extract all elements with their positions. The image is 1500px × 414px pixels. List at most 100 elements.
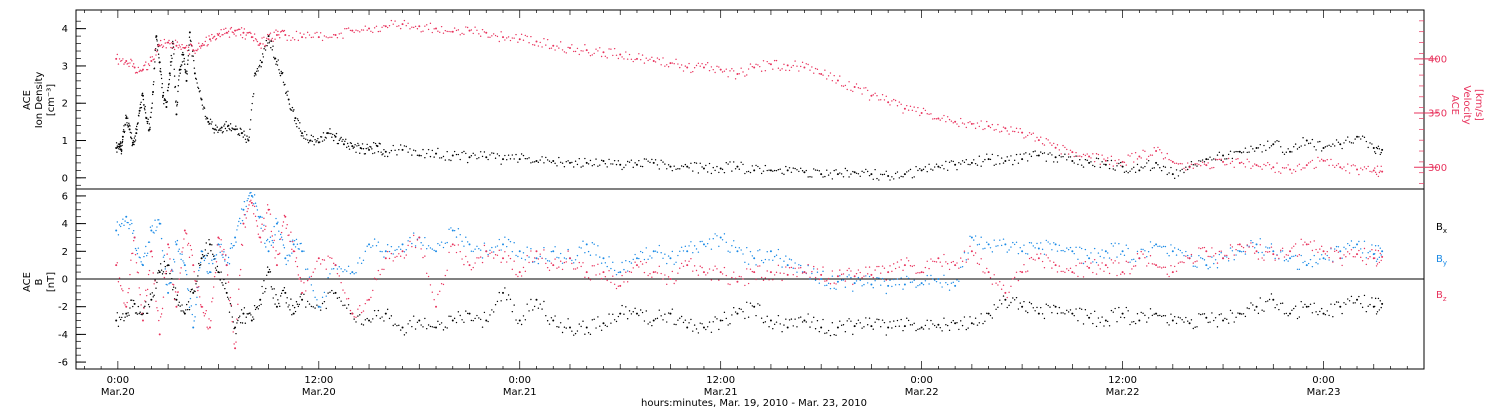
bottom-tick-label: 2 [62, 247, 68, 258]
bz-dot [266, 204, 269, 206]
by-dot [121, 222, 123, 225]
density-dot [129, 131, 132, 134]
density-dot [216, 126, 218, 128]
density-dot [392, 144, 394, 147]
bz-dot [1317, 251, 1319, 253]
by-point [259, 215, 262, 218]
velocity-dot [1309, 161, 1312, 163]
density-dot [150, 116, 152, 119]
bx-point [619, 312, 622, 315]
bz-point [887, 271, 890, 274]
density-dot [342, 138, 344, 141]
bx-dot [353, 318, 355, 320]
velocity-dot [316, 31, 318, 34]
density-point [125, 117, 128, 120]
velocity-dot [461, 32, 463, 35]
bx-dot [290, 298, 292, 300]
velocity-dot [1320, 158, 1323, 161]
x-tick-date-label: Mar.22 [1106, 387, 1140, 398]
by-dot [148, 241, 151, 243]
by-dot [1315, 261, 1317, 264]
velocity-dot [630, 58, 633, 61]
by-dot [907, 277, 910, 280]
bz-point [970, 250, 973, 253]
density-dot [647, 160, 649, 162]
density-dot [1209, 156, 1211, 158]
bx-dot [431, 326, 434, 328]
by-dot [978, 243, 981, 246]
by-point [1322, 257, 1325, 260]
by-dot [1220, 252, 1222, 254]
bz-dot [152, 272, 154, 274]
bz-dot [630, 271, 633, 274]
by-dot [442, 246, 445, 249]
density-dot [932, 169, 934, 171]
bx-dot [1324, 313, 1327, 316]
by-dot [699, 240, 701, 243]
bz-dot [613, 283, 616, 285]
by-point [786, 264, 789, 267]
density-dot [796, 169, 798, 171]
bz-dot [610, 281, 612, 284]
density-dot [1196, 165, 1198, 167]
by-dot [1229, 247, 1232, 249]
bx-dot [1283, 313, 1286, 315]
bz-dot [589, 279, 592, 281]
bx-dot [1240, 313, 1243, 315]
by-dot [621, 261, 623, 264]
bx-point [451, 319, 454, 322]
bz-dot [227, 281, 230, 283]
density-dot [374, 142, 377, 145]
by-dot [119, 225, 122, 228]
velocity-dot [1125, 164, 1128, 166]
bx-dot [236, 322, 238, 324]
density-dot [902, 176, 904, 178]
density-dot [526, 158, 528, 160]
density-dot [684, 163, 687, 166]
velocity-dot [654, 61, 657, 63]
density-dot [373, 152, 376, 154]
bz-dot [796, 275, 798, 278]
bx-dot [738, 307, 741, 310]
velocity-dot [172, 43, 175, 45]
density-dot [695, 162, 698, 164]
bz-dot [757, 265, 759, 267]
density-dot [1012, 163, 1014, 166]
bx-dot [734, 311, 737, 313]
by-dot [643, 258, 646, 261]
bz-point [803, 271, 806, 274]
density-point [115, 146, 118, 149]
density-dot [344, 140, 346, 143]
bz-dot [411, 245, 413, 248]
velocity-dot [593, 52, 595, 55]
bz-dot [177, 291, 180, 293]
bx-dot [965, 328, 967, 331]
bz-dot [137, 272, 140, 274]
bz-dot [1017, 279, 1020, 282]
bottom-tick-label: -4 [58, 330, 68, 341]
density-dot [215, 129, 218, 131]
by-dot [1084, 248, 1087, 251]
bx-dot [500, 300, 502, 302]
bz-dot [1110, 259, 1113, 261]
bx-dot [855, 322, 858, 325]
bz-dot [230, 304, 233, 306]
velocity-dot [876, 95, 878, 97]
bz-dot [671, 270, 674, 273]
velocity-dot [1244, 166, 1247, 168]
velocity-dot [827, 75, 830, 77]
density-dot [1343, 142, 1345, 144]
by-dot [310, 284, 313, 286]
velocity-dot [939, 119, 941, 121]
density-dot [606, 166, 608, 168]
bz-dot [695, 269, 698, 272]
bz-dot [1347, 251, 1349, 253]
density-dot [507, 154, 510, 156]
by-dot [218, 244, 220, 246]
bx-dot [541, 308, 543, 310]
density-dot [431, 149, 434, 152]
by-dot [989, 247, 992, 249]
bz-dot [122, 290, 124, 292]
density-dot [226, 130, 228, 132]
bz-dot [545, 262, 547, 265]
